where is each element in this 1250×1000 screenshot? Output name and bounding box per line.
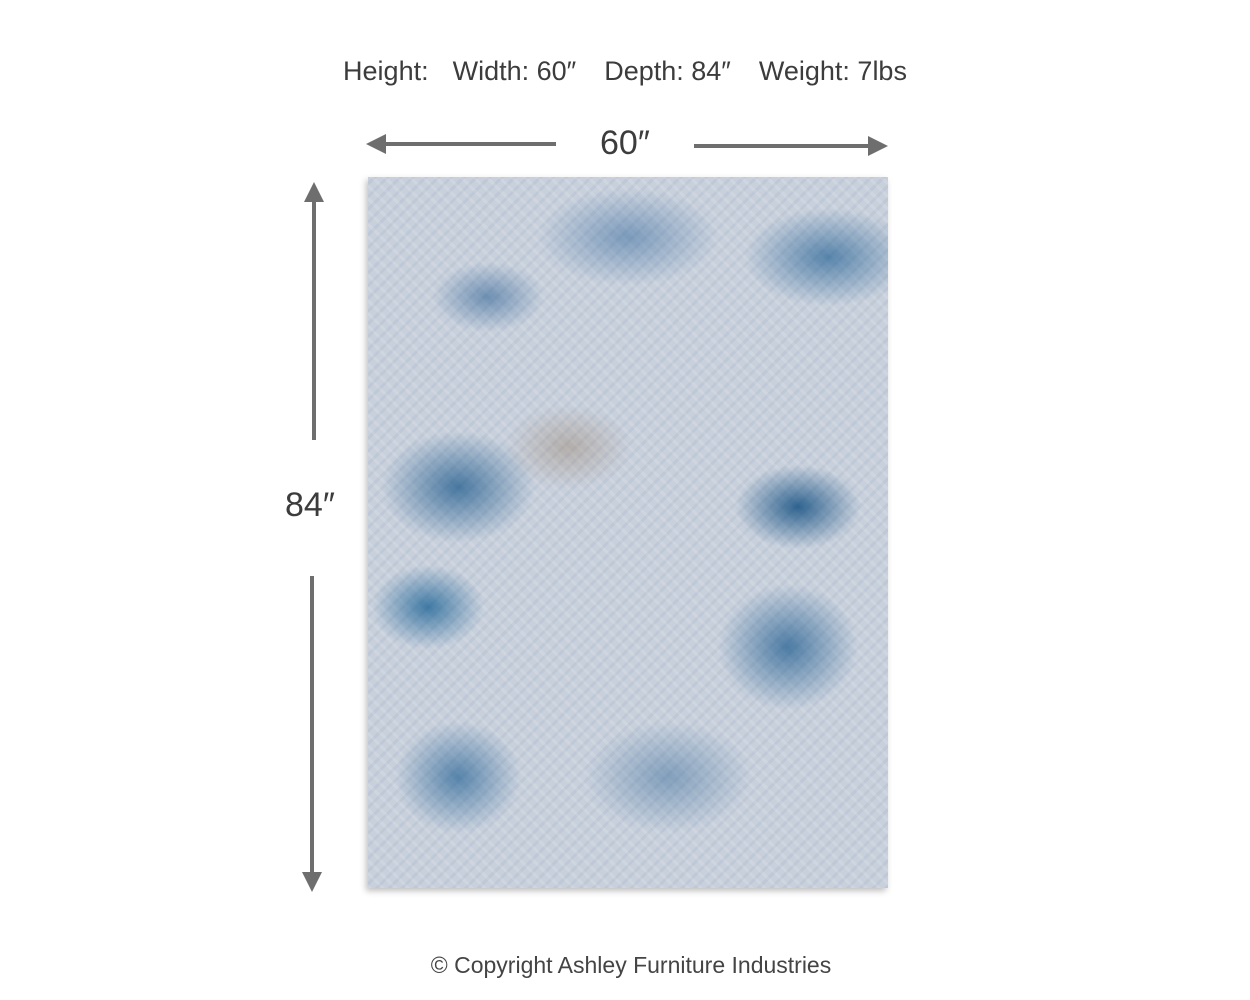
specs-line: Height: Width: 60″ Depth: 84″ Weight: 7lbs	[0, 56, 1250, 87]
arrow-line	[310, 576, 314, 872]
spec-width: Width: 60″	[452, 56, 577, 86]
arrow-line	[312, 200, 316, 440]
width-label: 60″	[600, 124, 650, 162]
rug-product-image	[368, 177, 888, 888]
arrow-line	[384, 142, 556, 146]
arrow-line	[694, 144, 870, 148]
spec-weight: Weight: 7lbs	[758, 56, 907, 86]
arrowhead-left-icon	[366, 134, 386, 154]
spec-height: Height:	[343, 56, 429, 86]
arrowhead-right-icon	[868, 136, 888, 156]
arrowhead-down-icon	[302, 872, 322, 892]
height-label: 84″	[285, 486, 335, 524]
spec-depth: Depth: 84″	[604, 56, 731, 86]
arrowhead-up-icon	[304, 182, 324, 202]
copyright-notice: © Copyright Ashley Furniture Industries	[430, 952, 832, 978]
